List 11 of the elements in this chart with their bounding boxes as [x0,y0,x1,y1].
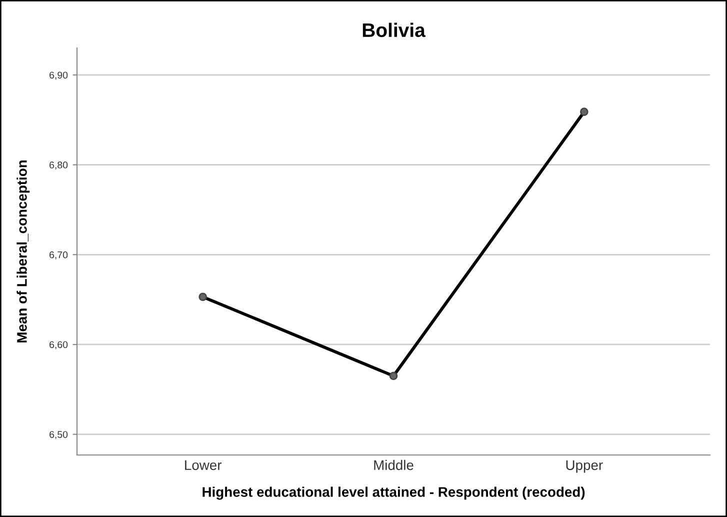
y-axis-title: Mean of Liberal_conception [16,160,30,342]
chart-title: Bolivia [362,22,426,38]
y-tick-label: 6,80 [50,162,68,170]
y-tick-label: 6,50 [50,431,68,440]
y-tick-label: 6,90 [50,72,68,80]
x-tick-label: Lower [185,460,222,470]
x-tick-label: Middle [374,460,414,470]
x-tick-label: Upper [566,460,603,473]
x-axis-title: Highest educational level attained - Respondent (recoded) [202,486,585,500]
y-tick-label: 6,60 [50,341,68,350]
y-tick-label: 6,70 [50,251,68,260]
